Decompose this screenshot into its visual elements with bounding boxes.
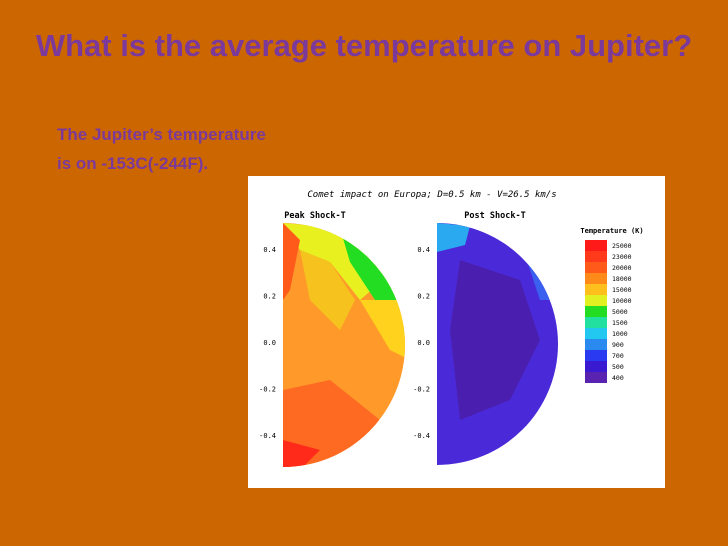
legend-label: 900 xyxy=(612,341,624,349)
legend-label: 400 xyxy=(612,374,624,382)
legend-label: 700 xyxy=(612,352,624,360)
legend-swatch xyxy=(585,262,607,273)
legend-label: 23000 xyxy=(612,253,632,261)
y-tick-label: 0.2 xyxy=(417,293,430,301)
y-tick-label: -0.2 xyxy=(259,386,276,394)
legend-label: 15000 xyxy=(612,286,632,294)
y-tick-label: -0.2 xyxy=(413,386,430,394)
legend-swatch xyxy=(585,328,607,339)
figure-caption: Comet impact on Europa; D=0.5 km - V=26.… xyxy=(307,190,556,200)
legend-label: 20000 xyxy=(612,264,632,272)
y-tick-label: -0.4 xyxy=(259,432,276,440)
legend-label: 5000 xyxy=(612,308,628,316)
legend-label: 18000 xyxy=(612,275,632,283)
legend-swatch xyxy=(585,295,607,306)
y-tick-label: -0.4 xyxy=(413,432,430,440)
legend-swatch xyxy=(585,284,607,295)
legend-swatch xyxy=(585,273,607,284)
y-tick-label: 0.2 xyxy=(263,293,276,301)
slide-title: What is the average temperature on Jupit… xyxy=(35,28,693,63)
y-tick-label: 0.0 xyxy=(417,339,430,347)
y-tick-label: 0.4 xyxy=(417,246,430,254)
legend-swatch xyxy=(585,350,607,361)
legend-swatch xyxy=(585,306,607,317)
legend-label: 10000 xyxy=(612,297,632,305)
slide-body: The Jupiter’s temperature is on -153C(-2… xyxy=(57,125,266,173)
legend-swatch xyxy=(585,251,607,262)
legend-swatch xyxy=(585,317,607,328)
legend-swatch xyxy=(585,240,607,251)
legend-swatch xyxy=(585,361,607,372)
legend-title: Temperature (K) xyxy=(580,227,643,235)
panel-title: Peak Shock-T xyxy=(284,211,345,221)
legend-swatch xyxy=(585,339,607,350)
panel-title: Post Shock-T xyxy=(464,211,525,221)
legend-swatch xyxy=(585,372,607,383)
y-tick-label: 0.4 xyxy=(263,246,276,254)
legend-label: 25000 xyxy=(612,242,632,250)
legend-label: 1500 xyxy=(612,319,628,327)
legend-label: 500 xyxy=(612,363,624,371)
y-tick-label: 0.0 xyxy=(263,339,276,347)
legend-label: 1000 xyxy=(612,330,628,338)
